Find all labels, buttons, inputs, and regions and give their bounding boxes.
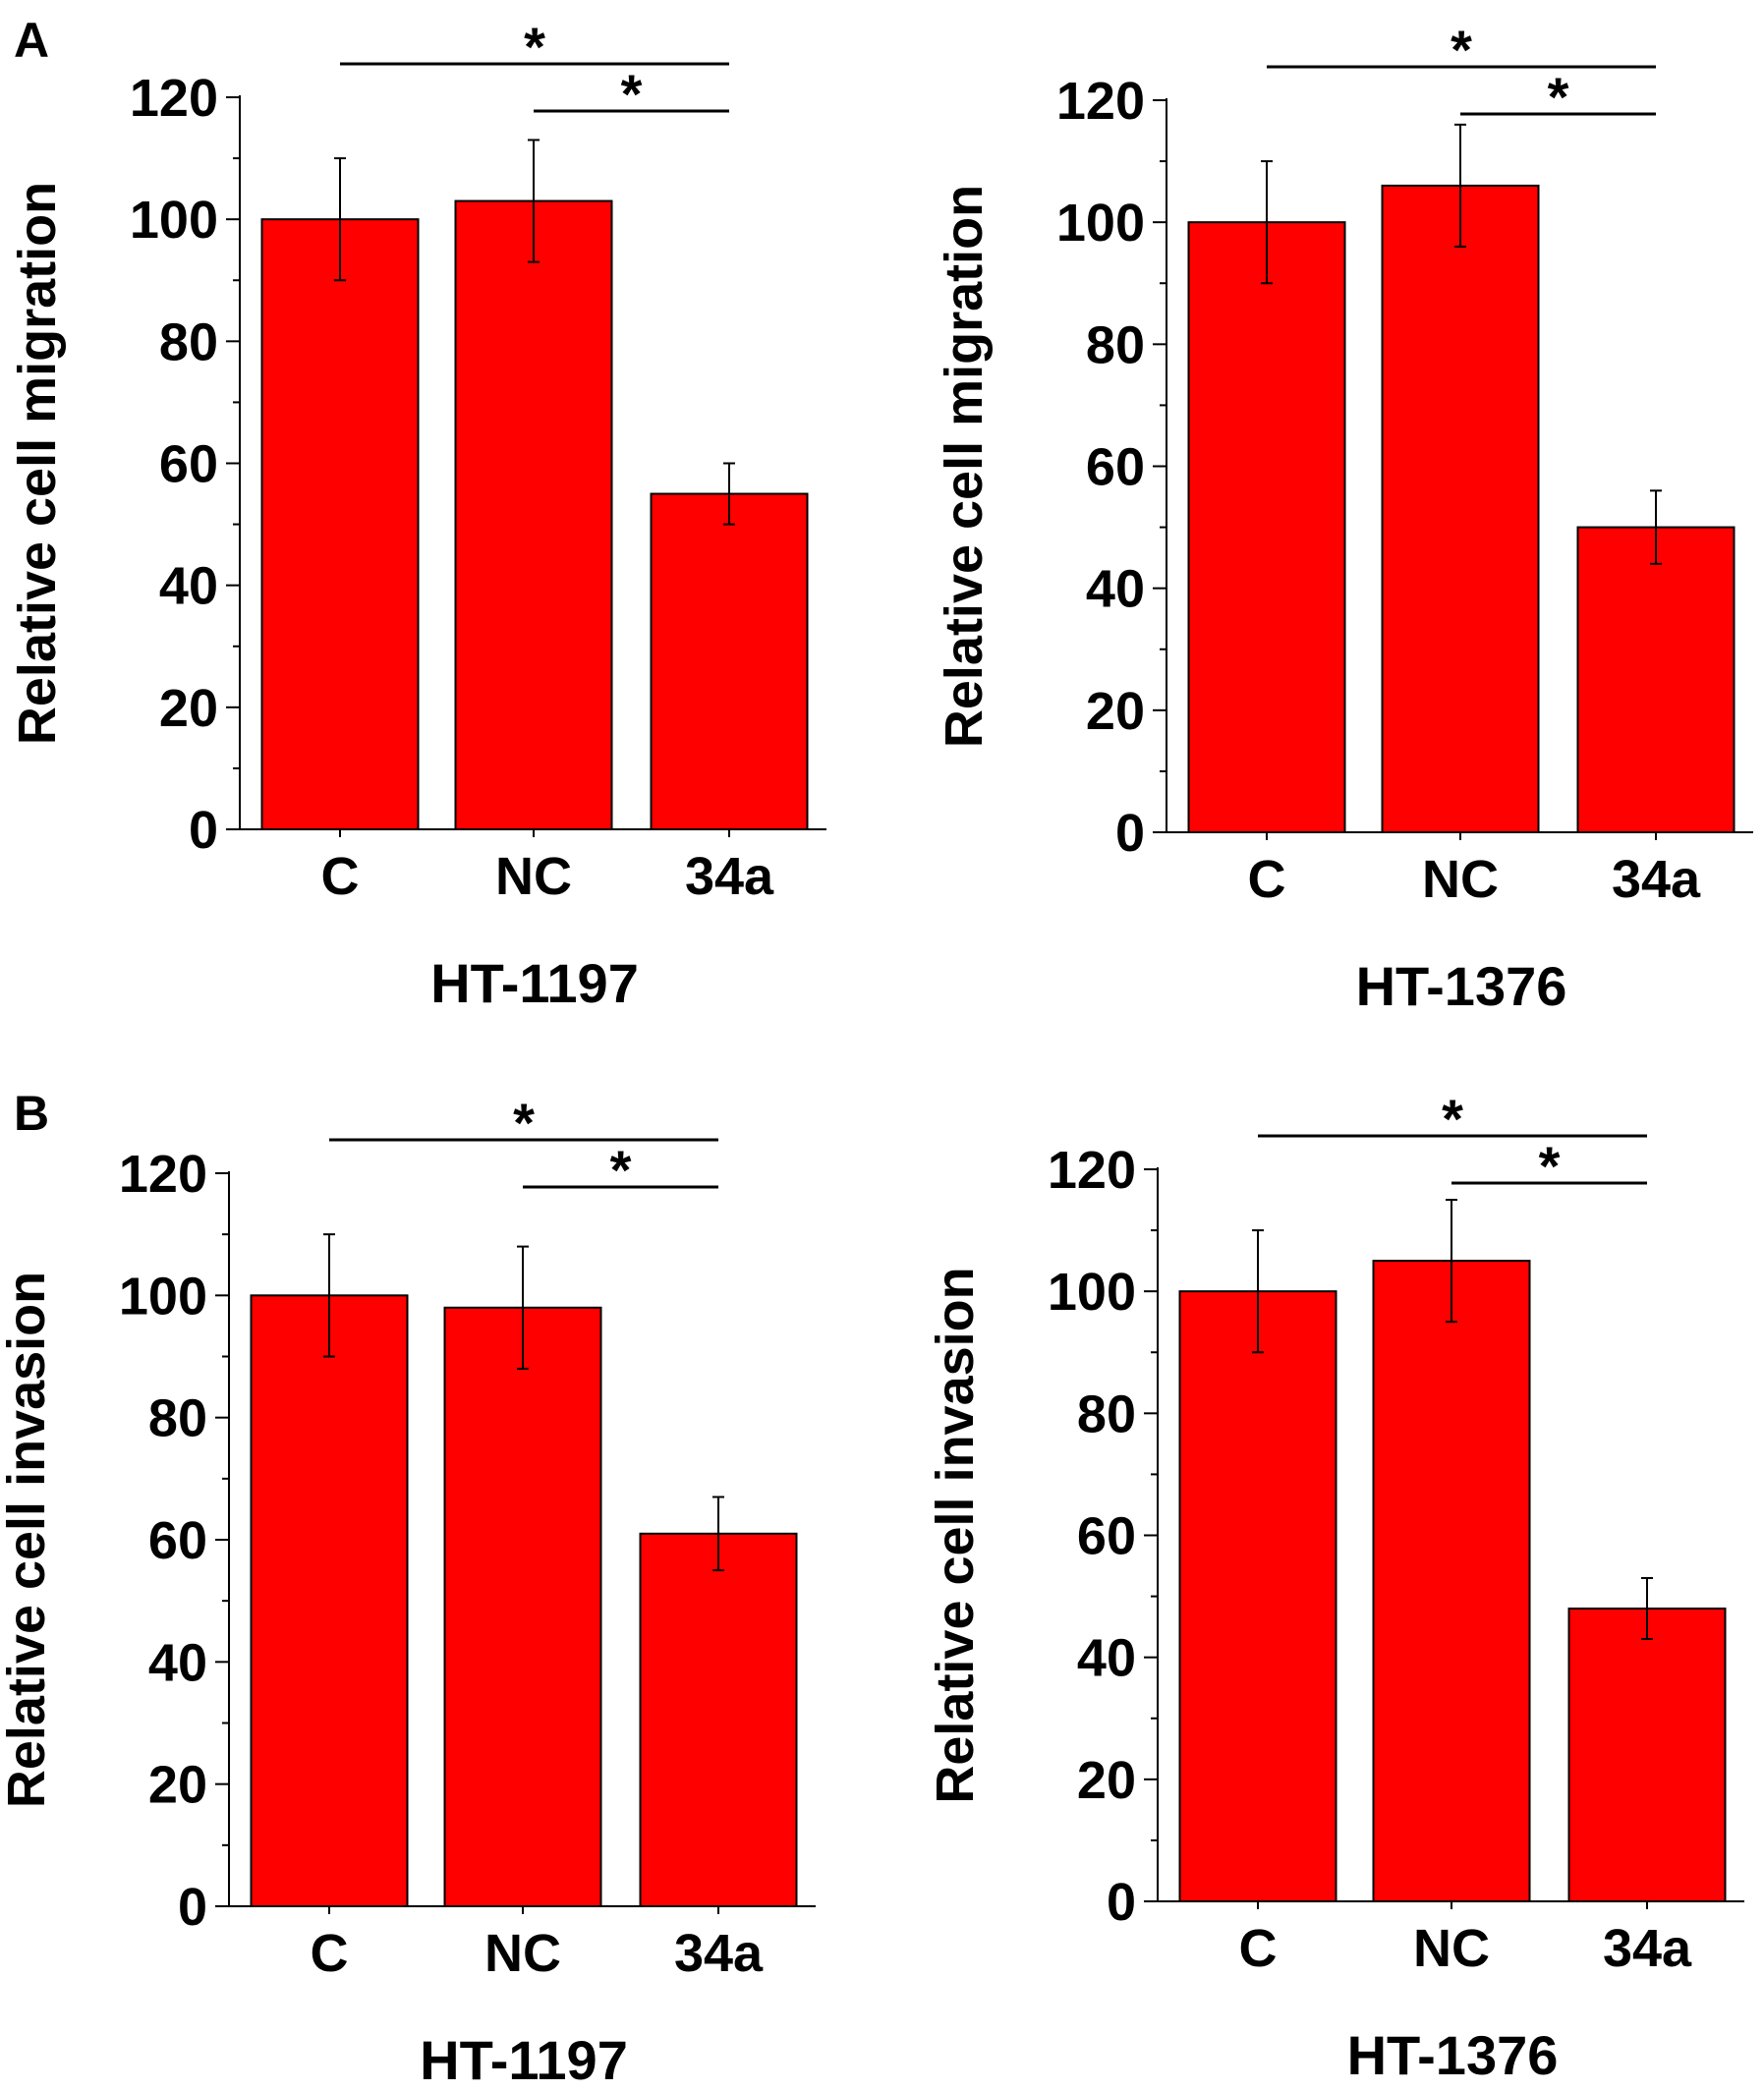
bar-34a <box>650 492 809 830</box>
x-axis-label: HT-1197 <box>430 952 639 1014</box>
bar-C <box>250 1294 409 1908</box>
y-tick-label: 60 <box>1086 438 1145 497</box>
y-tick-label: 0 <box>1107 1873 1136 1932</box>
y-tick-label: 120 <box>119 1145 207 1204</box>
y-tick-label: 20 <box>159 679 218 738</box>
y-tick-label: 40 <box>148 1633 207 1692</box>
y-tick-label: 80 <box>148 1389 207 1448</box>
y-tick-label: 120 <box>130 69 218 128</box>
significance-star: * <box>1442 1088 1463 1150</box>
y-tick-label: 60 <box>148 1511 207 1570</box>
x-tick-label: NC <box>495 847 572 906</box>
bar-34a <box>1576 526 1736 833</box>
x-axis-label: HT-1376 <box>1356 955 1567 1017</box>
y-tick-label: 20 <box>1086 682 1145 741</box>
bar-C <box>260 218 420 830</box>
y-tick-label: 40 <box>1077 1629 1136 1688</box>
x-tick-label: 34a <box>674 1924 764 1983</box>
y-tick-label: 120 <box>1048 1141 1136 1200</box>
y-tick-label: 100 <box>130 191 218 250</box>
bar-C <box>1187 221 1346 833</box>
x-tick-label: 34a <box>685 847 774 906</box>
y-tick-label: 60 <box>159 435 218 494</box>
chart-panel-1: C NC 34a 0 20 40 60 80 100 120 Relative cell migra… <box>935 19 1753 1017</box>
y-axis-label: Relative cell invasion <box>926 1267 985 1803</box>
y-tick-label: 40 <box>159 557 218 616</box>
bar-34a <box>639 1532 798 1907</box>
y-tick-label: 0 <box>1115 804 1145 863</box>
y-tick-label: 20 <box>148 1756 207 1815</box>
y-axis-label: Relative cell migration <box>935 185 994 748</box>
y-axis-label: Relative cell migration <box>8 182 67 745</box>
chart-panel-0: A C NC 34a 0 20 40 60 80 100 120 Relative cell migr… <box>8 13 826 1014</box>
x-tick-label: NC <box>1422 850 1499 909</box>
significance-star: * <box>513 1092 535 1154</box>
y-tick-label: 100 <box>1048 1263 1136 1322</box>
x-tick-label: C <box>1239 1919 1278 1978</box>
panel-label: B <box>14 1086 49 1141</box>
significance-star: * <box>524 16 545 78</box>
y-tick-label: 120 <box>1056 72 1145 131</box>
y-tick-label: 100 <box>1056 194 1145 253</box>
y-tick-label: 0 <box>189 801 218 860</box>
significance-star: * <box>1451 19 1472 81</box>
y-tick-label: 60 <box>1077 1507 1136 1566</box>
x-axis-label: HT-1197 <box>420 2029 628 2091</box>
significance-star: * <box>1548 66 1569 128</box>
bar-C <box>1178 1290 1337 1902</box>
significance-star: * <box>1539 1135 1561 1197</box>
significance-star: * <box>621 63 643 125</box>
y-tick-label: 80 <box>1086 315 1145 374</box>
bar-NC <box>1372 1260 1531 1902</box>
y-tick-label: 20 <box>1077 1751 1136 1810</box>
y-tick-label: 0 <box>178 1878 207 1937</box>
x-tick-label: NC <box>1413 1919 1490 1978</box>
y-tick-label: 40 <box>1086 560 1145 619</box>
y-tick-label: 80 <box>159 312 218 371</box>
y-tick-label: 80 <box>1077 1385 1136 1443</box>
y-axis-label: Relative cell invasion <box>0 1272 56 1808</box>
chart-panel-3: C NC 34a 0 20 40 60 80 100 120 Relative cell invas… <box>926 1088 1744 2086</box>
x-tick-label: C <box>311 1924 349 1983</box>
x-axis-label: HT-1376 <box>1347 2024 1559 2086</box>
x-tick-label: NC <box>484 1924 561 1983</box>
bar-NC <box>1381 184 1540 833</box>
bar-NC <box>443 1306 602 1908</box>
bar-NC <box>454 199 613 830</box>
x-tick-label: C <box>321 847 360 906</box>
bar-34a <box>1567 1608 1727 1902</box>
x-tick-label: 34a <box>1603 1919 1692 1978</box>
y-tick-label: 100 <box>119 1267 207 1326</box>
panel-label: A <box>14 13 49 68</box>
significance-star: * <box>610 1139 632 1201</box>
x-tick-label: 34a <box>1612 850 1701 909</box>
x-tick-label: C <box>1248 850 1286 909</box>
chart-panel-2: B C NC 34a 0 20 40 60 80 100 120 Relative cell inva… <box>0 1086 816 2091</box>
